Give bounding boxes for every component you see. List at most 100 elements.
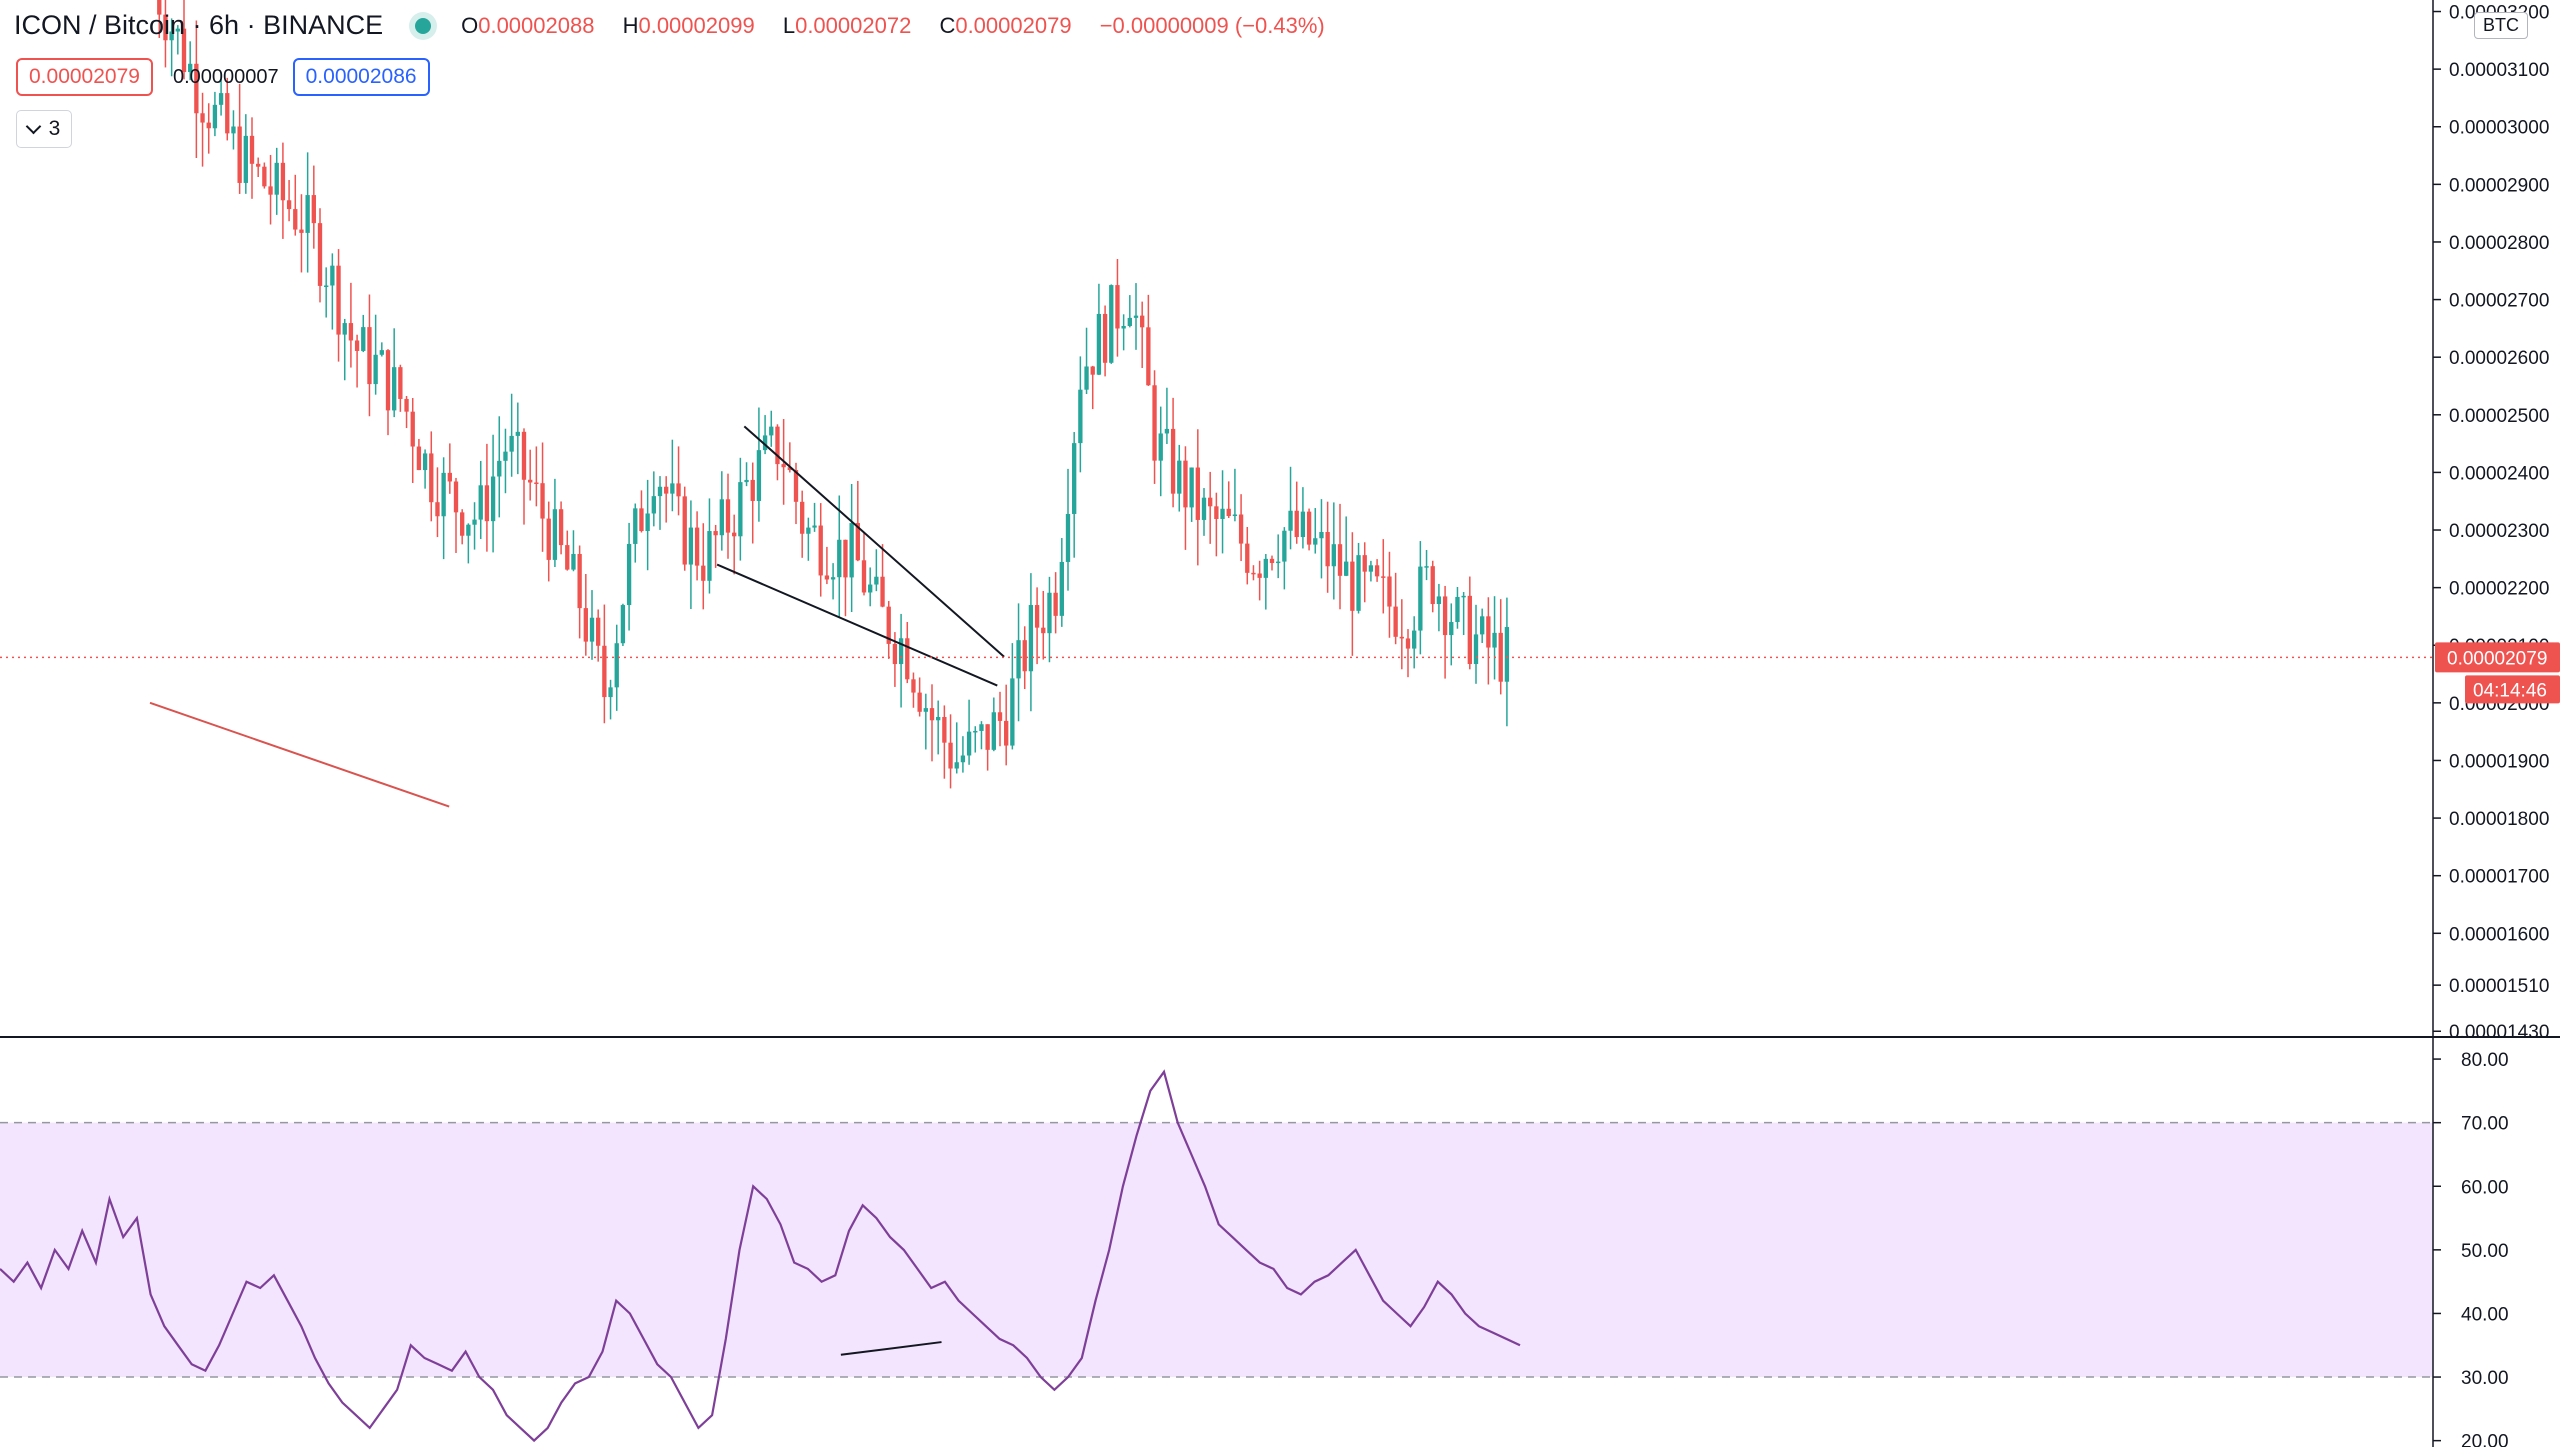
indicators-toggle-button[interactable]: 3 — [16, 110, 72, 148]
candle-body — [1226, 508, 1231, 517]
symbol-title[interactable]: ICON / Bitcoin · 6h · BINANCE — [14, 10, 384, 40]
candle-body — [157, 0, 162, 15]
candle-body — [812, 525, 817, 528]
candle-body — [707, 531, 712, 581]
candle-body — [713, 531, 718, 536]
candle-body — [824, 575, 830, 580]
high-value: 0.00002099 — [638, 12, 755, 38]
candle-body — [793, 470, 799, 502]
candle-body — [274, 162, 279, 195]
candle-body — [1393, 606, 1398, 637]
candle-body — [1449, 622, 1454, 636]
candle-body — [515, 431, 520, 436]
candle-body — [639, 508, 644, 532]
candle-body — [534, 482, 539, 485]
candle-body — [509, 435, 514, 452]
candle-body — [676, 483, 681, 497]
candle-body — [249, 135, 255, 164]
candle-body — [979, 724, 984, 731]
price-tick-label: 0.00003000 — [2449, 118, 2549, 139]
candle-body — [1053, 592, 1058, 616]
candle-body — [756, 450, 762, 501]
candle-body — [324, 285, 329, 287]
candle-body — [1504, 627, 1510, 682]
candle-body — [929, 708, 935, 721]
candle-body — [256, 163, 261, 167]
candle-body — [540, 483, 545, 519]
candle-body — [558, 509, 564, 546]
candle-body — [855, 523, 860, 561]
open-value: 0.00002088 — [478, 12, 595, 38]
price-tick-label: 0.00002200 — [2449, 579, 2549, 600]
candle-body — [837, 539, 842, 578]
market-status-icon[interactable] — [415, 17, 432, 34]
candle-body — [1059, 561, 1064, 616]
candle-body — [880, 576, 885, 607]
sell-price-button[interactable]: 0.00002079 — [16, 58, 153, 96]
candle-body — [1473, 634, 1479, 665]
candle-body — [1245, 543, 1250, 573]
candle-body — [614, 643, 619, 688]
candle-body — [1146, 327, 1151, 386]
candle-body — [1065, 513, 1071, 562]
change-value: −0.00000009 (−0.43%) — [1099, 12, 1325, 38]
candle-body — [843, 539, 848, 578]
candle-body — [1152, 385, 1157, 461]
candle-body — [1263, 558, 1268, 578]
candle-body — [1344, 561, 1349, 576]
candle-body — [694, 527, 700, 566]
trendline — [743, 425, 1005, 658]
candle-body — [243, 135, 248, 183]
buy-price-button[interactable]: 0.00002086 — [292, 58, 430, 96]
candle-body — [503, 451, 508, 461]
candle-body — [849, 523, 854, 578]
currency-label[interactable]: BTC — [2474, 12, 2528, 39]
candle-body — [1257, 573, 1262, 578]
candle-body — [218, 93, 224, 105]
candle-body — [1158, 433, 1163, 461]
candle-body — [342, 323, 347, 335]
candle-body — [577, 553, 582, 609]
candle-body — [620, 605, 626, 644]
candle-body — [633, 508, 638, 544]
trendline — [716, 563, 998, 687]
candle-body — [1374, 565, 1380, 577]
price-tick-label: 0.00001510 — [2449, 976, 2549, 997]
price-tick-label: 0.00001700 — [2449, 867, 2549, 888]
chart-legend: ICON / Bitcoin · 6h · BINANCE O0.0000208… — [14, 10, 1325, 41]
candle-body — [1028, 605, 1034, 672]
candle-body — [460, 512, 465, 536]
ohlc-values: O0.00002088 H0.00002099 L0.00002072 C0.0… — [461, 13, 1325, 39]
candle-body — [1183, 460, 1188, 508]
candle-body — [725, 499, 731, 533]
candle-body — [645, 513, 650, 532]
candle-body — [317, 223, 323, 286]
countdown-tag — [2465, 675, 2560, 704]
candle-body — [367, 327, 372, 385]
candle-body — [1405, 638, 1411, 649]
candle-body — [1306, 511, 1312, 545]
rsi-tick-label: 70.00 — [2461, 1114, 2509, 1135]
candle-body — [497, 460, 502, 477]
candle-body — [262, 166, 267, 187]
candle-body — [1430, 566, 1435, 605]
rsi-tick-label: 60.00 — [2461, 1177, 2509, 1198]
candle-body — [911, 679, 916, 693]
candle-body — [194, 63, 199, 114]
rsi-tick-label: 50.00 — [2461, 1241, 2509, 1262]
candle-body — [1102, 313, 1108, 363]
candle-body — [905, 638, 910, 680]
candle-body — [651, 496, 656, 514]
price-tick-label: 0.00003100 — [2449, 60, 2549, 81]
candle-body — [225, 93, 230, 134]
candle-body — [973, 730, 978, 733]
candle-body — [416, 446, 422, 471]
candle-body — [429, 453, 434, 503]
candle-body — [1350, 561, 1355, 611]
rsi-pane[interactable] — [0, 1069, 2433, 1443]
candle-body — [1115, 285, 1120, 329]
candle-body — [781, 464, 786, 468]
candle-body — [1412, 630, 1417, 649]
